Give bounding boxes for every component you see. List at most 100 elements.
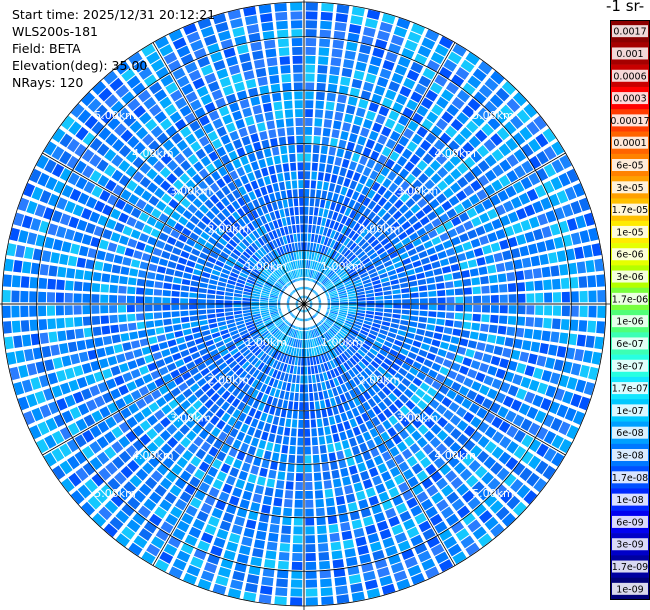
- ray-gate-cell: [311, 270, 315, 279]
- ray-gate-cell: [519, 351, 530, 363]
- ray-gate-cell: [170, 229, 181, 239]
- ray-gate-cell: [310, 189, 316, 198]
- ray-gate-cell: [148, 81, 163, 95]
- ray-gate-cell: [362, 197, 371, 207]
- ray-gate-cell: [510, 115, 524, 130]
- ray-gate-cell: [217, 30, 231, 42]
- ray-gate-cell: [115, 61, 130, 75]
- ray-gate-cell: [384, 479, 396, 490]
- ray-gate-cell: [429, 82, 443, 95]
- ray-gate-cell: [410, 505, 423, 517]
- ray-gate-cell: [399, 277, 408, 283]
- ray-gate-cell: [352, 341, 361, 349]
- ray-gate-cell: [406, 69, 420, 82]
- ray-gate-cell: [297, 287, 300, 291]
- ray-gate-cell: [326, 506, 336, 516]
- ray-gate-cell: [289, 312, 292, 315]
- ray-gate-cell: [497, 406, 509, 418]
- ray-gate-cell: [320, 335, 326, 343]
- ray-gate-cell: [450, 74, 465, 88]
- ray-gate-cell: [184, 334, 194, 342]
- ray-gate-cell: [391, 362, 401, 372]
- ray-gate-cell: [291, 324, 294, 328]
- ray-gate-cell: [210, 205, 220, 216]
- ray-gate-cell: [148, 195, 160, 207]
- ray-gate-cell: [286, 472, 295, 481]
- ray-gate-cell: [343, 237, 351, 246]
- ray-gate-cell: [247, 124, 257, 135]
- ray-gate-cell: [323, 317, 326, 320]
- ray-gate-cell: [307, 287, 309, 290]
- ray-gate-cell: [353, 397, 361, 407]
- ray-gate-cell: [281, 217, 287, 227]
- ray-gate-cell: [291, 561, 303, 570]
- ray-gate-cell: [345, 320, 354, 326]
- ray-gate-cell: [261, 576, 274, 586]
- ray-gate-cell: [30, 377, 42, 391]
- ray-gate-cell: [324, 257, 331, 265]
- ray-gate-cell: [446, 304, 455, 311]
- ray-gate-cell: [254, 188, 262, 198]
- ray-gate-cell: [345, 104, 356, 115]
- ray-gate-cell: [241, 61, 253, 72]
- ray-gate-cell: [426, 59, 440, 72]
- ray-gate-cell: [353, 116, 364, 126]
- ray-gate-cell: [325, 497, 335, 507]
- ray-gate-cell: [205, 434, 216, 445]
- ray-gate-cell: [138, 528, 153, 542]
- ray-gate-cell: [148, 456, 161, 468]
- ray-gate-cell: [310, 288, 312, 291]
- ray-gate-cell: [314, 280, 317, 284]
- ray-gate-cell: [349, 209, 357, 219]
- azimuth-spoke: [152, 42, 305, 305]
- ray-gate-cell: [163, 243, 174, 253]
- ray-gate-cell: [322, 344, 328, 353]
- ray-gate-cell: [311, 329, 315, 338]
- ray-gate-cell: [364, 340, 373, 347]
- ray-gate-cell: [356, 225, 365, 235]
- ray-gate-cell: [278, 310, 282, 312]
- ray-gate-cell: [233, 307, 242, 311]
- ray-gate-cell: [367, 235, 376, 244]
- ray-gate-cell: [286, 235, 291, 244]
- ray-gate-cell: [241, 394, 250, 404]
- ray-gate-cell: [200, 532, 214, 544]
- ray-gate-cell: [289, 207, 295, 216]
- ray-gate-cell: [334, 280, 342, 286]
- ray-gate-cell: [59, 168, 72, 182]
- ray-gate-cell: [367, 200, 377, 210]
- ray-gate-cell: [360, 329, 369, 336]
- ray-gate-cell: [168, 29, 183, 42]
- ray-gate-cell: [326, 309, 330, 311]
- ray-gate-cell: [279, 312, 283, 315]
- ray-gate-cell: [394, 64, 408, 76]
- ray-gate-cell: [285, 180, 292, 190]
- ray-gate-cell: [357, 294, 366, 299]
- ray-gate-cell: [246, 24, 260, 34]
- ray-gate-cell: [326, 296, 330, 298]
- ray-gate-cell: [265, 48, 277, 58]
- ray-gate-cell: [261, 330, 269, 337]
- ray-gate-cell: [126, 381, 137, 392]
- ray-gate-cell: [533, 228, 544, 241]
- ray-gate-cell: [269, 406, 276, 415]
- ray-gate-cell: [324, 426, 331, 435]
- ray-gate-cell: [305, 579, 318, 588]
- ray-gate-cell: [326, 191, 334, 201]
- ray-gate-cell: [13, 259, 23, 273]
- ray-gate-cell: [423, 359, 434, 368]
- ray-gate-cell: [59, 133, 73, 148]
- ray-gate-cell: [362, 431, 372, 442]
- ray-gate-cell: [315, 374, 321, 383]
- ray-gate-cell: [290, 216, 296, 225]
- ray-gate-cell: [276, 119, 285, 128]
- ray-gate-cell: [254, 484, 264, 495]
- ray-gate-cell: [280, 276, 287, 284]
- ray-gate-cell: [207, 362, 217, 372]
- ray-gate-cell: [288, 323, 291, 326]
- ray-gate-cell: [231, 268, 241, 275]
- ray-gate-cell: [287, 322, 290, 326]
- ray-gate-cell: [422, 67, 436, 80]
- ray-gate-cell: [198, 481, 210, 493]
- ray-gate-cell: [371, 416, 381, 427]
